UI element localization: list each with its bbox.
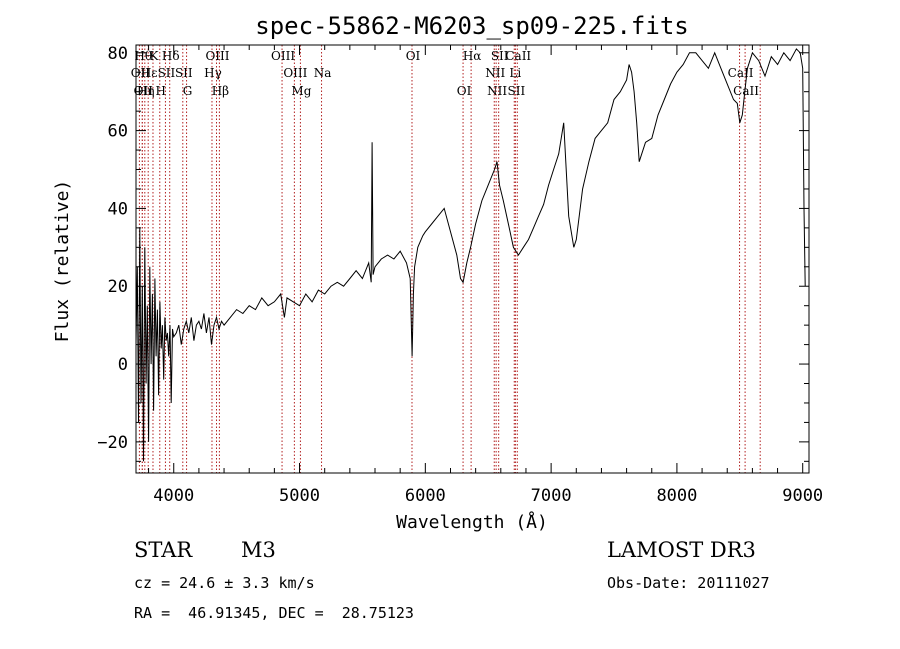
line-marker-label-23: SII — [491, 49, 509, 63]
axis-ticks: 4000 5000 6000 7000 8000 9000 −20 0 20 40 60 80 — [97, 44, 823, 506]
coordinates-text: RA = 46.91345, DEC = 28.75123 — [134, 604, 414, 622]
line-marker-label-12: OIII — [205, 49, 229, 63]
y-tick-label-5: 80 — [108, 44, 128, 64]
line-marker-label-21: NII — [485, 66, 505, 80]
line-marker-label-3: Hη — [137, 84, 155, 98]
x-tick-label-3: 7000 — [531, 486, 572, 506]
y-tick-label-4: 60 — [108, 122, 128, 142]
x-axis-label: Wavelength (Å) — [396, 511, 548, 533]
plot-frame — [135, 44, 810, 474]
line-marker-label-14: OIII — [271, 49, 295, 63]
y-tick-label-1: 0 — [118, 355, 128, 375]
line-marker-label-5: K — [149, 49, 159, 63]
spectrum-line — [135, 48, 806, 462]
line-marker-label-6: H — [156, 84, 166, 98]
line-marker-label-13: Hβ — [212, 84, 229, 98]
line-marker-label-16: Mg — [291, 84, 311, 98]
line-marker-label-22: NII — [487, 84, 507, 98]
line-marker-label-26: CaII — [505, 49, 531, 63]
obs-date-text: Obs-Date: 20111027 — [607, 574, 770, 592]
line-marker-label-17: Na — [314, 66, 332, 80]
y-tick-label-2: 20 — [108, 277, 128, 297]
line-marker-label-18: OI — [406, 49, 421, 63]
line-marker-label-19: OI — [457, 84, 472, 98]
object-subclass: M3 — [241, 538, 276, 562]
line-marker-label-27: CaII — [728, 66, 754, 80]
y-axis-label: Flux (relative) — [52, 180, 73, 343]
x-tick-label-1: 5000 — [279, 486, 320, 506]
x-tick-label-2: 6000 — [405, 486, 446, 506]
y-tick-label-3: 40 — [108, 199, 128, 219]
line-marker-label-8: Hδ — [162, 49, 180, 63]
x-tick-label-5: 9000 — [782, 486, 823, 506]
line-marker-label-15: OIII — [283, 66, 307, 80]
line-marker-label-2: OII — [134, 84, 154, 98]
line-markers — [138, 45, 761, 473]
line-marker-label-25: SII — [508, 84, 526, 98]
redshift-text: cz = 24.6 ± 3.3 km/s — [134, 574, 315, 592]
line-marker-label-24: Li — [509, 66, 521, 80]
x-tick-label-4: 8000 — [656, 486, 697, 506]
line-marker-label-7: SII — [158, 66, 176, 80]
object-class: STAR — [134, 538, 193, 562]
x-tick-label-0: 4000 — [153, 486, 194, 506]
line-marker-label-20: Hα — [463, 49, 482, 63]
line-marker-label-4: Hε — [141, 66, 158, 80]
line-marker-label-28: CaII — [733, 84, 759, 98]
chart-title: spec-55862-M6203_sp09-225.fits — [255, 12, 688, 40]
y-tick-label-0: −20 — [97, 433, 128, 453]
line-marker-label-11: Hγ — [204, 66, 222, 80]
line-marker-label-10: G — [183, 84, 193, 98]
line-marker-labels: OIIHθOIIHηHεKHSIIHδSIIGHγOIIIHβOIIIOIIIM… — [131, 49, 760, 98]
survey-name: LAMOST DR3 — [607, 538, 756, 562]
line-marker-label-9: SII — [175, 66, 193, 80]
